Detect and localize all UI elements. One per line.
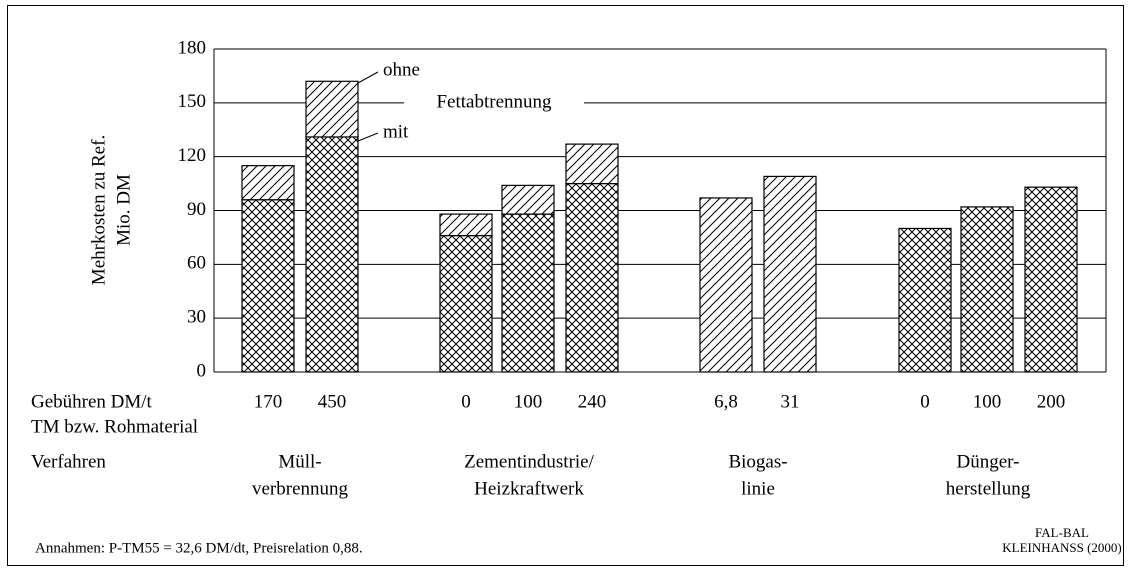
bar-segment [763, 175, 817, 373]
bar-segment [439, 235, 493, 373]
y-axis-label: Mehrkosten zu Ref. [88, 135, 109, 285]
x-tick-label: 100 [973, 391, 1002, 412]
group-label: Müll- [278, 451, 321, 472]
group-label: Dünger- [957, 451, 1020, 472]
x-tick-label: 240 [578, 391, 607, 412]
leader-line [357, 71, 379, 84]
x-tick-label: 200 [1037, 391, 1066, 412]
y-tick-label: 90 [187, 199, 206, 220]
bar-segment [501, 213, 555, 373]
bar-segment [305, 136, 359, 373]
frame [7, 5, 1124, 566]
bar-segment [960, 206, 1014, 373]
x-tick-label: 31 [781, 391, 800, 412]
y-tick-label: 30 [187, 307, 206, 328]
legend-title: Fettabtrennung [436, 91, 552, 112]
y-tick-label: 60 [187, 253, 206, 274]
bar-segment [241, 165, 295, 201]
x-tick-label: 170 [254, 391, 283, 412]
y-tick-label: 180 [178, 37, 207, 58]
x-tick-label: 0 [920, 391, 930, 412]
bar-segment [898, 227, 952, 373]
bar-segment [439, 213, 493, 237]
group-label: Heizkraftwerk [474, 478, 584, 499]
x-tick-label: 100 [514, 391, 543, 412]
bar-segment [241, 199, 295, 373]
y-tick-label: 120 [178, 145, 207, 166]
x-tick-label: 450 [318, 391, 347, 412]
x-tick-label: 6,8 [714, 391, 738, 412]
group-label: linie [741, 478, 775, 499]
note: Annahmen: P-TM55 = 32,6 DM/dt, Preisrela… [35, 540, 363, 556]
bar-segment [699, 197, 753, 373]
source: FAL-BAL [1035, 525, 1089, 540]
group-label: verbrennung [252, 478, 349, 499]
group-label: herstellung [946, 478, 1031, 499]
source: KLEINHANSS (2000) [1002, 540, 1122, 555]
legend-label: ohne [383, 59, 420, 80]
bar-segment [305, 80, 359, 138]
bar-segment [1024, 186, 1078, 373]
bar-segment [501, 184, 555, 215]
bar-segment [565, 182, 619, 373]
row-label: TM bzw. Rohmaterial [31, 416, 198, 437]
row-label: Gebühren DM/t [31, 391, 153, 412]
bar-segment [565, 143, 619, 185]
group-label: Zementindustrie/ [464, 451, 595, 472]
group-label: Biogas- [728, 451, 787, 472]
y-tick-label: 0 [197, 360, 207, 381]
leader-line [357, 132, 379, 142]
x-tick-label: 0 [461, 391, 471, 412]
y-tick-label: 150 [178, 91, 207, 112]
legend-bg [404, 92, 584, 114]
row-label: Verfahren [31, 451, 106, 472]
y-axis-label: Mio. DM [113, 174, 134, 246]
legend-label: mit [383, 121, 409, 142]
